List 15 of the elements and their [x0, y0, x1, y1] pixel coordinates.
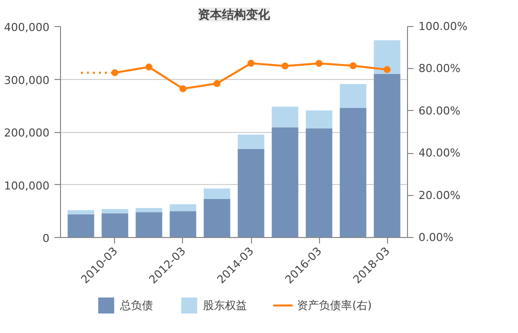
legend-label: 资产负债率(右): [297, 298, 372, 312]
legend-label: 总负债: [120, 298, 154, 312]
y2-tick-label: 20.00%: [418, 188, 460, 202]
y2-tick-label: 40.00%: [418, 146, 460, 160]
y2-tick-label: 60.00%: [418, 104, 460, 118]
y-tick-label: 0: [42, 232, 50, 245]
y-tick-label: 100,000: [4, 179, 50, 192]
y-tick-label: 200,000: [4, 126, 50, 140]
y-tick-label: 300,000: [4, 74, 50, 87]
y2-tick-label: 0.00%: [418, 231, 454, 244]
legend-label: 股东权益: [203, 298, 248, 312]
y2-tick-label: 100.00%: [418, 20, 468, 33]
y2-tick-label: 80.00%: [418, 62, 460, 76]
y-tick-label: 400,000: [4, 21, 50, 34]
chart-title: 资本结构变化: [198, 8, 271, 22]
